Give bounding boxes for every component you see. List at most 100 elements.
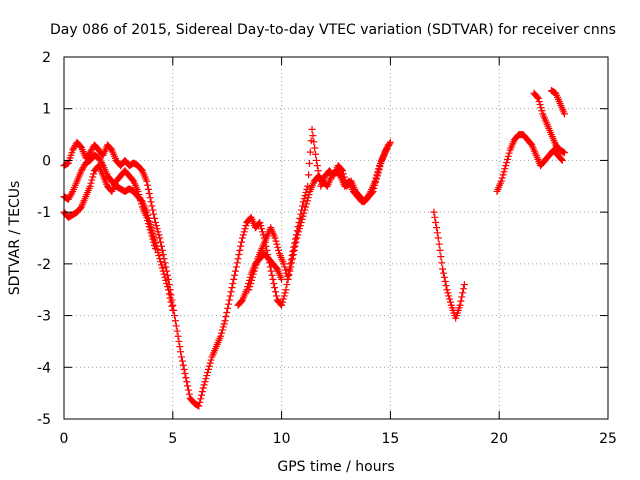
y-tick-label: -1 bbox=[37, 205, 51, 221]
data-point bbox=[500, 168, 508, 176]
data-point bbox=[444, 289, 452, 297]
data-point bbox=[172, 322, 180, 330]
data-point bbox=[247, 280, 255, 288]
data-point bbox=[185, 390, 193, 398]
data-point bbox=[232, 263, 240, 271]
data-point bbox=[312, 156, 320, 164]
data-point bbox=[164, 286, 172, 294]
data-point bbox=[446, 298, 454, 306]
data-point bbox=[302, 200, 310, 208]
data-point bbox=[218, 326, 226, 334]
data-point bbox=[313, 162, 321, 170]
data-point bbox=[202, 375, 210, 383]
data-point bbox=[441, 277, 449, 285]
data-point bbox=[459, 289, 467, 297]
data-point bbox=[557, 155, 565, 163]
data-point bbox=[289, 251, 297, 259]
data-point bbox=[145, 223, 153, 231]
data-point bbox=[281, 289, 289, 297]
data-point bbox=[159, 251, 167, 259]
data-point bbox=[297, 218, 305, 226]
data-point bbox=[199, 384, 207, 392]
y-tick-label: 0 bbox=[42, 153, 51, 169]
data-point bbox=[231, 267, 239, 275]
x-tick-label: 20 bbox=[490, 431, 508, 447]
data-point bbox=[282, 266, 290, 274]
data-point bbox=[280, 292, 288, 300]
y-tick-label: 1 bbox=[42, 102, 51, 118]
y-tick-label: -3 bbox=[37, 309, 51, 325]
data-point bbox=[288, 259, 296, 267]
data-point bbox=[204, 368, 212, 376]
data-point bbox=[230, 275, 238, 283]
data-point bbox=[89, 173, 97, 181]
y-tick-label: -4 bbox=[37, 360, 51, 376]
data-point bbox=[442, 282, 450, 290]
data-point bbox=[241, 225, 249, 233]
data-point bbox=[305, 171, 313, 179]
data-point bbox=[312, 150, 320, 158]
data-point bbox=[271, 234, 279, 242]
data-point bbox=[310, 138, 318, 146]
data-point bbox=[167, 298, 175, 306]
data-point bbox=[88, 176, 96, 184]
data-point bbox=[144, 185, 152, 193]
data-point bbox=[371, 177, 379, 185]
data-point bbox=[275, 246, 283, 254]
data-point bbox=[284, 275, 292, 283]
data-point bbox=[222, 313, 230, 321]
data-point bbox=[164, 283, 172, 291]
data-point bbox=[338, 166, 346, 174]
data-point bbox=[536, 101, 544, 109]
data-point bbox=[171, 317, 179, 325]
data-point bbox=[311, 144, 319, 152]
data-point bbox=[281, 263, 289, 271]
data-point bbox=[228, 284, 236, 292]
data-point bbox=[134, 187, 142, 195]
data-point bbox=[278, 275, 286, 283]
data-point bbox=[431, 213, 439, 221]
data-point bbox=[162, 276, 170, 284]
data-point bbox=[152, 222, 160, 230]
data-point bbox=[251, 264, 259, 272]
data-point bbox=[150, 238, 158, 246]
data-point bbox=[153, 225, 161, 233]
data-point bbox=[200, 381, 208, 389]
data-point bbox=[196, 398, 204, 406]
data-point bbox=[179, 361, 187, 369]
data-point bbox=[272, 288, 280, 296]
data-point bbox=[146, 194, 154, 202]
data-point bbox=[219, 323, 227, 331]
data-point bbox=[155, 252, 163, 260]
data-point bbox=[239, 231, 247, 239]
data-point bbox=[257, 222, 265, 230]
data-point bbox=[224, 304, 232, 312]
data-point bbox=[440, 273, 448, 281]
data-point bbox=[144, 181, 152, 189]
x-tick-label: 0 bbox=[60, 431, 69, 447]
data-point bbox=[285, 271, 293, 279]
data-point bbox=[274, 243, 282, 251]
data-point bbox=[384, 141, 392, 149]
data-point bbox=[534, 94, 542, 102]
data-point bbox=[149, 206, 157, 214]
data-point bbox=[178, 353, 186, 361]
data-point bbox=[246, 283, 254, 291]
data-point bbox=[435, 240, 443, 248]
data-point bbox=[287, 263, 295, 271]
data-point bbox=[157, 261, 165, 269]
data-point bbox=[181, 369, 189, 377]
x-tick-label: 15 bbox=[381, 431, 399, 447]
data-point bbox=[305, 160, 313, 168]
data-point bbox=[207, 356, 215, 364]
data-point bbox=[144, 220, 152, 228]
data-point bbox=[503, 158, 511, 166]
data-point bbox=[250, 267, 258, 275]
data-point bbox=[372, 174, 380, 182]
data-point bbox=[245, 286, 253, 294]
data-point bbox=[150, 210, 158, 218]
plot-area-border bbox=[63, 56, 609, 420]
data-point bbox=[154, 228, 162, 236]
data-point bbox=[155, 231, 163, 239]
data-point bbox=[145, 190, 153, 198]
